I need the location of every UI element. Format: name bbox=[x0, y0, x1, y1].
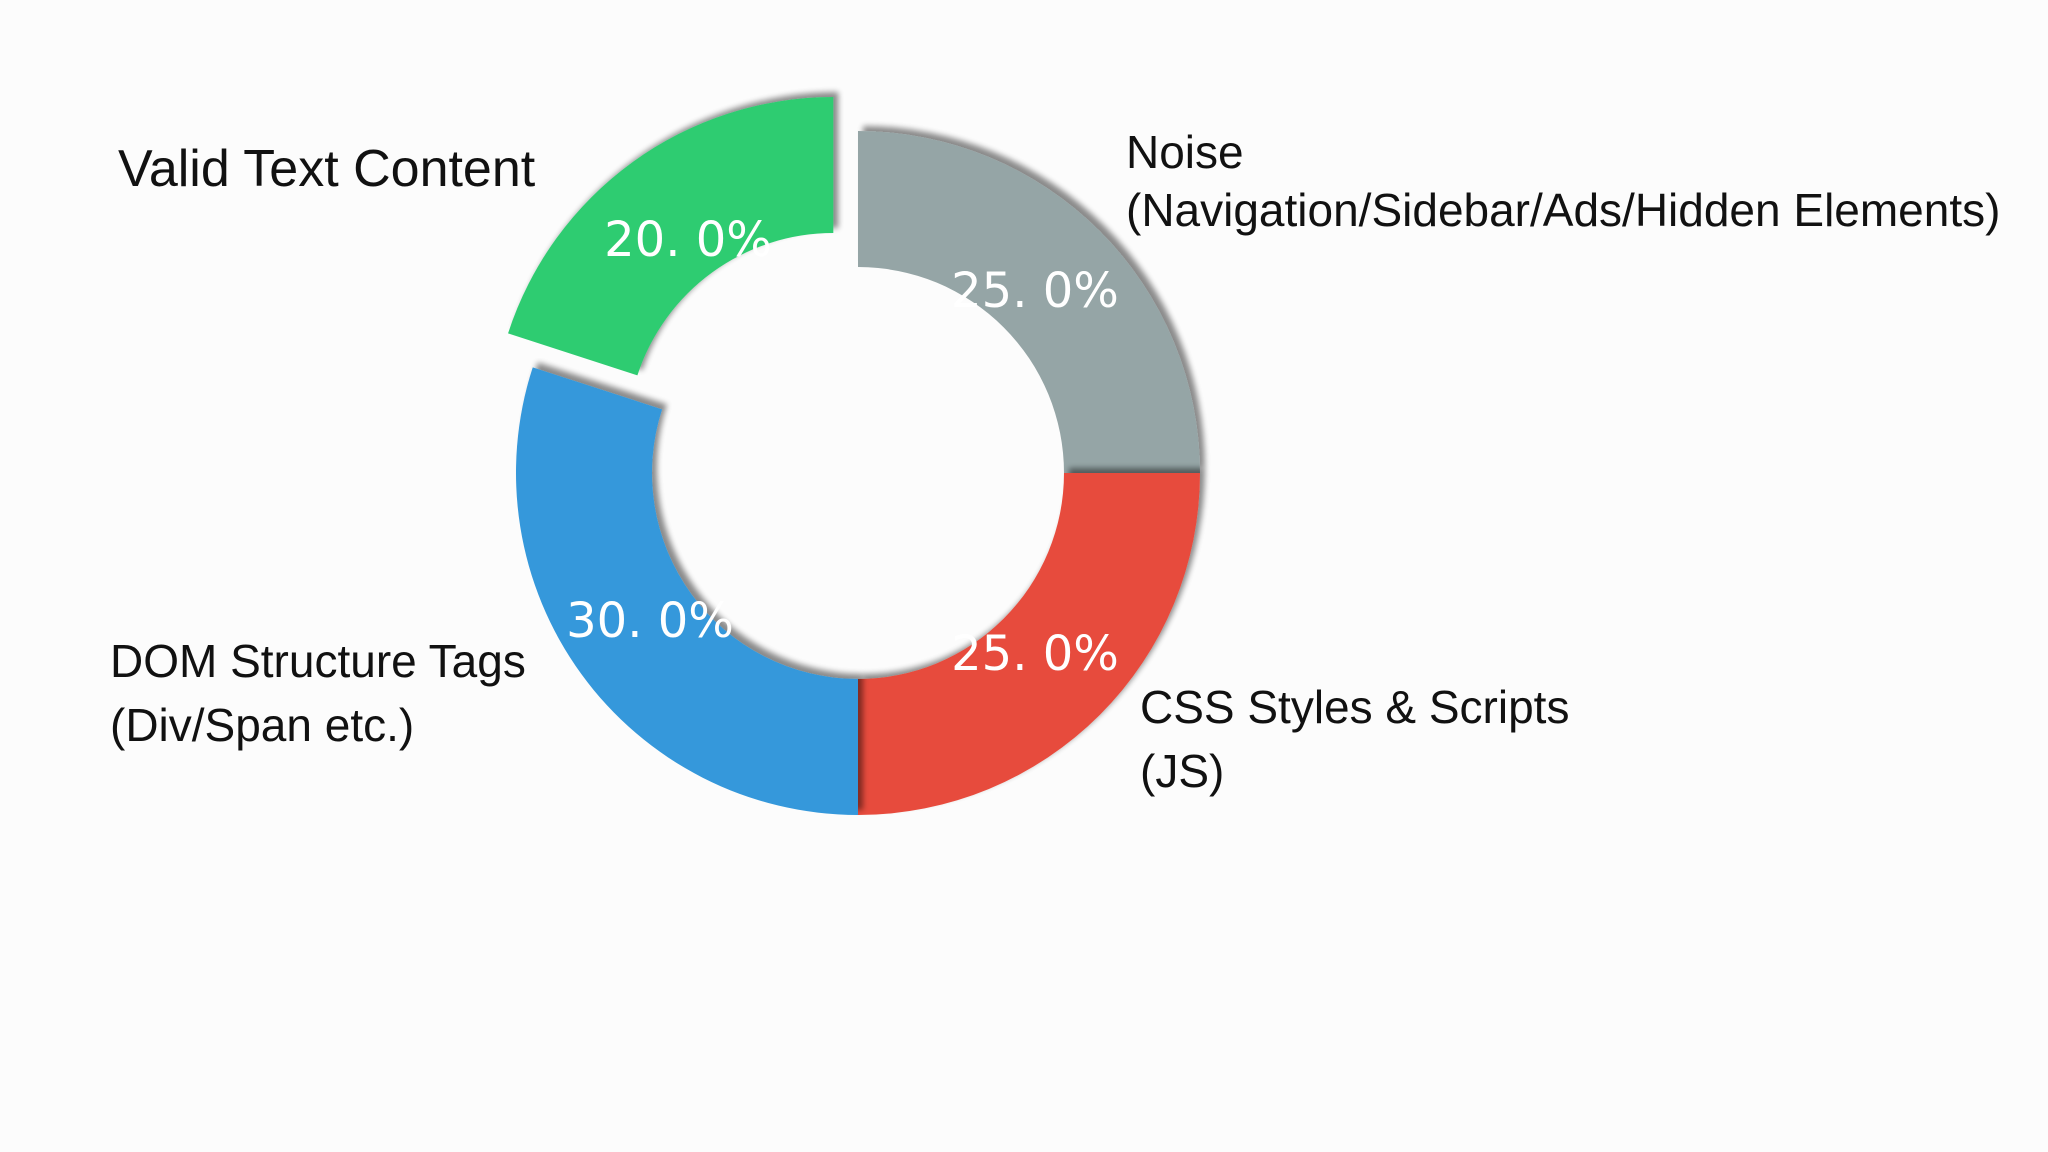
value-label-css-scripts: 25. 0% bbox=[951, 626, 1119, 682]
slice-noise bbox=[858, 131, 1200, 473]
category-label-css-scripts-line-2: (JS) bbox=[1140, 745, 1224, 797]
category-label-dom-tags-line-2: (Div/Span etc.) bbox=[110, 699, 414, 751]
category-label-valid-text-line-1: Valid Text Content bbox=[118, 140, 536, 198]
value-labels: 25. 0% 25. 0% 30. 0% 20. 0% bbox=[566, 212, 1119, 682]
slice-css-scripts bbox=[858, 473, 1200, 815]
slice-dom-tags bbox=[516, 367, 858, 815]
value-label-dom-tags: 30. 0% bbox=[566, 593, 734, 649]
category-labels: Noise (Navigation/Sidebar/Ads/Hidden Elem… bbox=[110, 126, 2000, 797]
category-label-dom-tags: DOM Structure Tags (Div/Span etc.) bbox=[110, 635, 526, 751]
donut-slices bbox=[508, 97, 1200, 815]
category-label-noise-line-2: (Navigation/Sidebar/Ads/Hidden Elements) bbox=[1126, 184, 2000, 236]
category-label-noise-line-1: Noise bbox=[1126, 126, 1244, 178]
category-label-valid-text: Valid Text Content bbox=[118, 140, 536, 198]
value-label-valid-text: 20. 0% bbox=[604, 212, 772, 268]
value-label-noise: 25. 0% bbox=[951, 263, 1119, 319]
category-label-noise: Noise (Navigation/Sidebar/Ads/Hidden Elem… bbox=[1126, 126, 2000, 236]
category-label-dom-tags-line-1: DOM Structure Tags bbox=[110, 635, 526, 687]
slice-valid-text bbox=[508, 97, 834, 376]
category-label-css-scripts-line-1: CSS Styles & Scripts bbox=[1140, 681, 1569, 733]
category-label-css-scripts: CSS Styles & Scripts (JS) bbox=[1140, 681, 1569, 797]
